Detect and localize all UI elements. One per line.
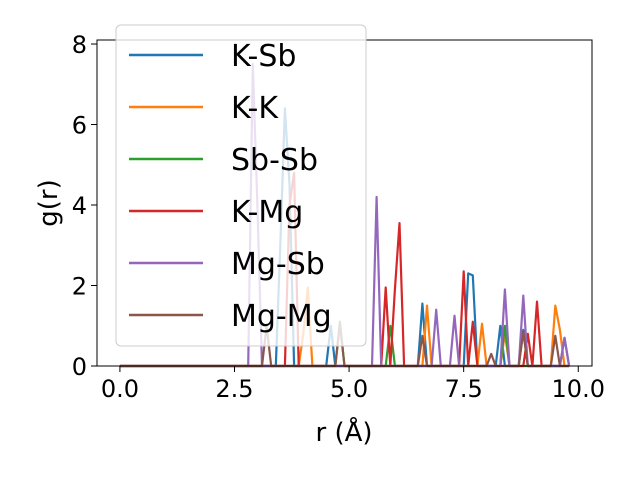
y-tick-label: 4: [72, 192, 87, 220]
x-tick-label: 0.0: [101, 375, 139, 403]
x-axis-ticks: 0.0 2.5 5.0 7.5 10.0: [101, 366, 605, 403]
legend-label: K-Mg: [231, 195, 303, 230]
y-tick-label: 6: [72, 112, 87, 140]
legend-box: [115, 24, 367, 347]
x-tick-label: 7.5: [445, 375, 483, 403]
x-tick-label: 5.0: [330, 375, 368, 403]
x-tick-label: 10.0: [552, 375, 605, 403]
legend-label: K-K: [231, 91, 279, 126]
legend-label: Sb-Sb: [231, 143, 318, 178]
x-tick-label: 2.5: [215, 375, 253, 403]
legend-label: Mg-Mg: [231, 299, 332, 334]
legend: K-Sb K-K Sb-Sb K-Mg Mg-Sb Mg-Mg: [115, 24, 367, 347]
y-axis-ticks: 0 2 4 6 8: [72, 31, 97, 381]
x-axis-label: r (Å): [315, 416, 372, 448]
y-tick-label: 2: [72, 273, 87, 301]
legend-label: Mg-Sb: [231, 247, 325, 282]
y-tick-label: 0: [72, 353, 87, 381]
y-tick-label: 8: [72, 31, 87, 59]
legend-label: K-Sb: [231, 39, 296, 74]
y-axis-label: g(r): [34, 179, 64, 226]
legend-items: K-Sb K-K Sb-Sb K-Mg Mg-Sb Mg-Mg: [129, 39, 332, 334]
